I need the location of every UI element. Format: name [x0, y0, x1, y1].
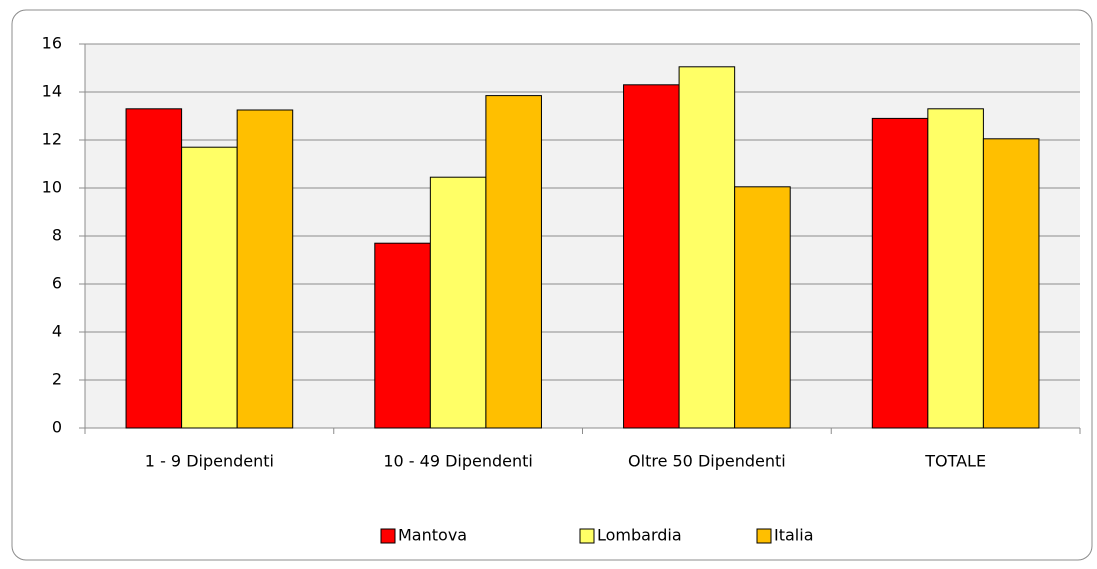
legend-swatch — [579, 528, 595, 544]
legend-label: Mantova — [398, 526, 467, 545]
bar — [678, 66, 736, 429]
y-tick-label: 6 — [52, 274, 62, 293]
x-tick-label: 10 - 49 Dipendenti — [383, 452, 533, 471]
bar — [734, 186, 791, 429]
bar — [236, 109, 294, 429]
y-tick-label: 14 — [42, 82, 62, 101]
legend-label: Lombardia — [597, 526, 682, 545]
x-tick-label: TOTALE — [924, 452, 986, 471]
bar — [429, 176, 487, 429]
legend-swatch — [756, 528, 772, 544]
bar — [374, 242, 431, 429]
bar — [871, 117, 929, 429]
bar — [982, 138, 1040, 429]
bar — [927, 108, 984, 429]
bar — [485, 95, 542, 429]
y-tick-label: 0 — [52, 418, 62, 437]
bar — [125, 108, 183, 429]
x-tick-label: 1 - 9 Dipendenti — [145, 452, 274, 471]
x-tick-label: Oltre 50 Dipendenti — [628, 452, 786, 471]
bar — [181, 146, 238, 429]
legend-swatch — [380, 528, 396, 544]
y-tick-label: 2 — [52, 370, 62, 389]
y-tick-label: 16 — [42, 34, 62, 53]
y-tick-label: 8 — [52, 226, 62, 245]
y-tick-label: 12 — [42, 130, 62, 149]
bar — [623, 84, 680, 429]
y-tick-label: 10 — [42, 178, 62, 197]
y-tick-label: 4 — [52, 322, 62, 341]
legend-label: Italia — [774, 526, 814, 545]
